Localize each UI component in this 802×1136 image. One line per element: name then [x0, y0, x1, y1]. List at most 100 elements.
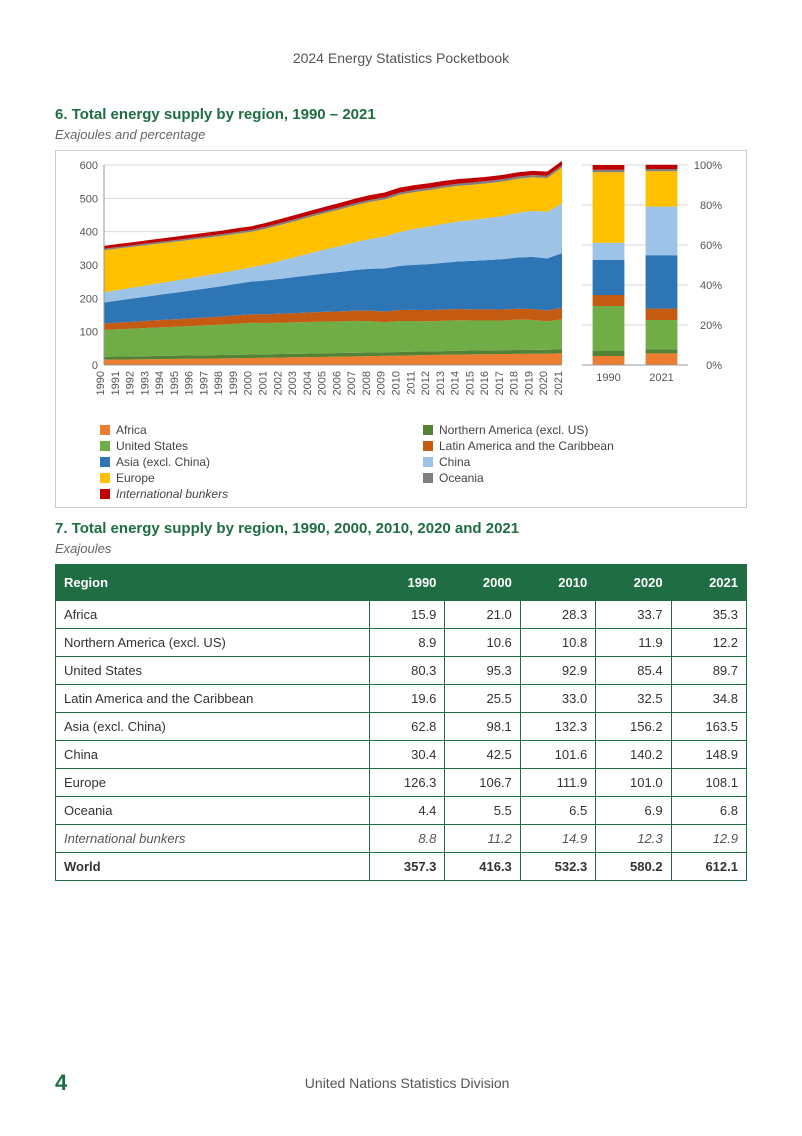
table-cell: 8.9 [370, 629, 445, 657]
svg-text:60%: 60% [700, 240, 722, 252]
svg-text:80%: 80% [700, 200, 722, 212]
page-number: 4 [55, 1070, 67, 1096]
svg-text:2006: 2006 [331, 371, 343, 395]
energy-supply-table: Region19902000201020202021Africa15.921.0… [55, 564, 747, 881]
legend-swatch [100, 489, 110, 499]
svg-text:2015: 2015 [464, 371, 476, 395]
svg-text:1998: 1998 [213, 371, 225, 395]
table-cell: 34.8 [671, 685, 746, 713]
svg-text:100%: 100% [694, 160, 722, 172]
legend-swatch [423, 473, 433, 483]
table-cell: 163.5 [671, 713, 746, 741]
page-footer: 4 United Nations Statistics Division [55, 1070, 747, 1096]
svg-text:500: 500 [80, 193, 98, 205]
table-cell: United States [56, 657, 370, 685]
svg-text:600: 600 [80, 160, 98, 172]
table-cell: China [56, 741, 370, 769]
svg-text:2021: 2021 [649, 372, 673, 384]
table-cell: 101.0 [596, 769, 671, 797]
svg-text:2016: 2016 [479, 371, 491, 395]
svg-text:1997: 1997 [198, 371, 210, 395]
table-cell: 14.9 [520, 825, 595, 853]
legend-item: Northern America (excl. US) [423, 423, 736, 437]
svg-text:40%: 40% [700, 280, 722, 292]
legend-swatch [100, 457, 110, 467]
table-cell: 10.6 [445, 629, 520, 657]
table-cell: 95.3 [445, 657, 520, 685]
svg-text:2014: 2014 [450, 371, 462, 395]
svg-text:2019: 2019 [523, 371, 535, 395]
table-cell: Asia (excl. China) [56, 713, 370, 741]
table-cell: 6.5 [520, 797, 595, 825]
legend-label: Europe [116, 471, 155, 485]
table-cell: World [56, 853, 370, 881]
table-row: Asia (excl. China)62.898.1132.3156.2163.… [56, 713, 747, 741]
table-cell: 580.2 [596, 853, 671, 881]
table-cell: 42.5 [445, 741, 520, 769]
svg-text:2008: 2008 [361, 371, 373, 395]
table-cell: Oceania [56, 797, 370, 825]
table-cell: 12.2 [671, 629, 746, 657]
section6-title: 6. Total energy supply by region, 1990 –… [55, 106, 747, 123]
table-cell: 85.4 [596, 657, 671, 685]
legend-item: Europe [100, 471, 413, 485]
section6-subtitle: Exajoules and percentage [55, 127, 747, 142]
stacked-bar-chart: 0%20%40%60%80%100%19902021 [578, 159, 736, 419]
table-row: Africa15.921.028.333.735.3 [56, 601, 747, 629]
table-cell: 21.0 [445, 601, 520, 629]
legend-label: Northern America (excl. US) [439, 423, 588, 437]
table-cell: 140.2 [596, 741, 671, 769]
table-row: International bunkers8.811.214.912.312.9 [56, 825, 747, 853]
footer-text: United Nations Statistics Division [67, 1075, 747, 1091]
table-cell: 33.0 [520, 685, 595, 713]
table-cell: 6.8 [671, 797, 746, 825]
table-cell: International bunkers [56, 825, 370, 853]
svg-text:2001: 2001 [258, 371, 270, 395]
svg-text:1996: 1996 [184, 371, 196, 395]
table-cell: 30.4 [370, 741, 445, 769]
table-cell: 32.5 [596, 685, 671, 713]
stacked-area-chart: 0100200300400500600199019911992199319941… [66, 159, 566, 419]
svg-text:400: 400 [80, 227, 98, 239]
table-header-cell: 2020 [596, 565, 671, 601]
table-header-cell: 2021 [671, 565, 746, 601]
table-cell: 156.2 [596, 713, 671, 741]
legend-label: Oceania [439, 471, 484, 485]
table-cell: 10.8 [520, 629, 595, 657]
chart-legend: Africa Northern America (excl. US) United … [66, 419, 736, 501]
table-cell: Latin America and the Caribbean [56, 685, 370, 713]
table-cell: 12.3 [596, 825, 671, 853]
table-cell: 108.1 [671, 769, 746, 797]
svg-text:2011: 2011 [405, 371, 417, 395]
table-cell: 8.8 [370, 825, 445, 853]
table-cell: 12.9 [671, 825, 746, 853]
legend-swatch [100, 425, 110, 435]
table-cell: 101.6 [520, 741, 595, 769]
document-header: 2024 Energy Statistics Pocketbook [55, 50, 747, 66]
table-cell: 19.6 [370, 685, 445, 713]
legend-item: Africa [100, 423, 413, 437]
svg-text:1994: 1994 [154, 371, 166, 395]
svg-text:1995: 1995 [169, 371, 181, 395]
legend-item: United States [100, 439, 413, 453]
svg-text:300: 300 [80, 260, 98, 272]
legend-item: China [423, 455, 736, 469]
legend-item: Oceania [423, 471, 736, 485]
table-cell: Europe [56, 769, 370, 797]
table-row: Latin America and the Caribbean19.625.53… [56, 685, 747, 713]
table-row: United States80.395.392.985.489.7 [56, 657, 747, 685]
svg-text:1990: 1990 [596, 372, 620, 384]
table-cell: 357.3 [370, 853, 445, 881]
chart-container: 0100200300400500600199019911992199319941… [55, 150, 747, 508]
table-cell: 11.9 [596, 629, 671, 657]
table-cell: 80.3 [370, 657, 445, 685]
table-row: China30.442.5101.6140.2148.9 [56, 741, 747, 769]
svg-text:1990: 1990 [95, 371, 107, 395]
svg-text:2002: 2002 [272, 371, 284, 395]
table-cell: 416.3 [445, 853, 520, 881]
legend-label: United States [116, 439, 188, 453]
svg-text:2005: 2005 [317, 371, 329, 395]
svg-text:100: 100 [80, 327, 98, 339]
section7-title: 7. Total energy supply by region, 1990, … [55, 520, 747, 537]
svg-text:2004: 2004 [302, 371, 314, 395]
